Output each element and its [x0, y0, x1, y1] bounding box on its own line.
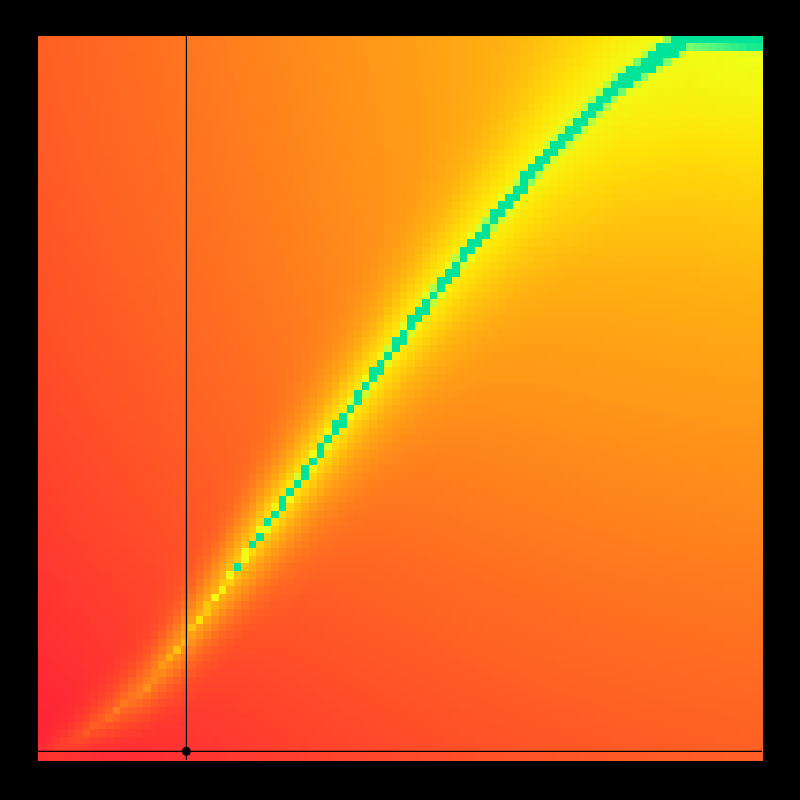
heatmap-canvas	[0, 0, 800, 800]
chart-container: TheBottleneck.com	[0, 0, 800, 800]
